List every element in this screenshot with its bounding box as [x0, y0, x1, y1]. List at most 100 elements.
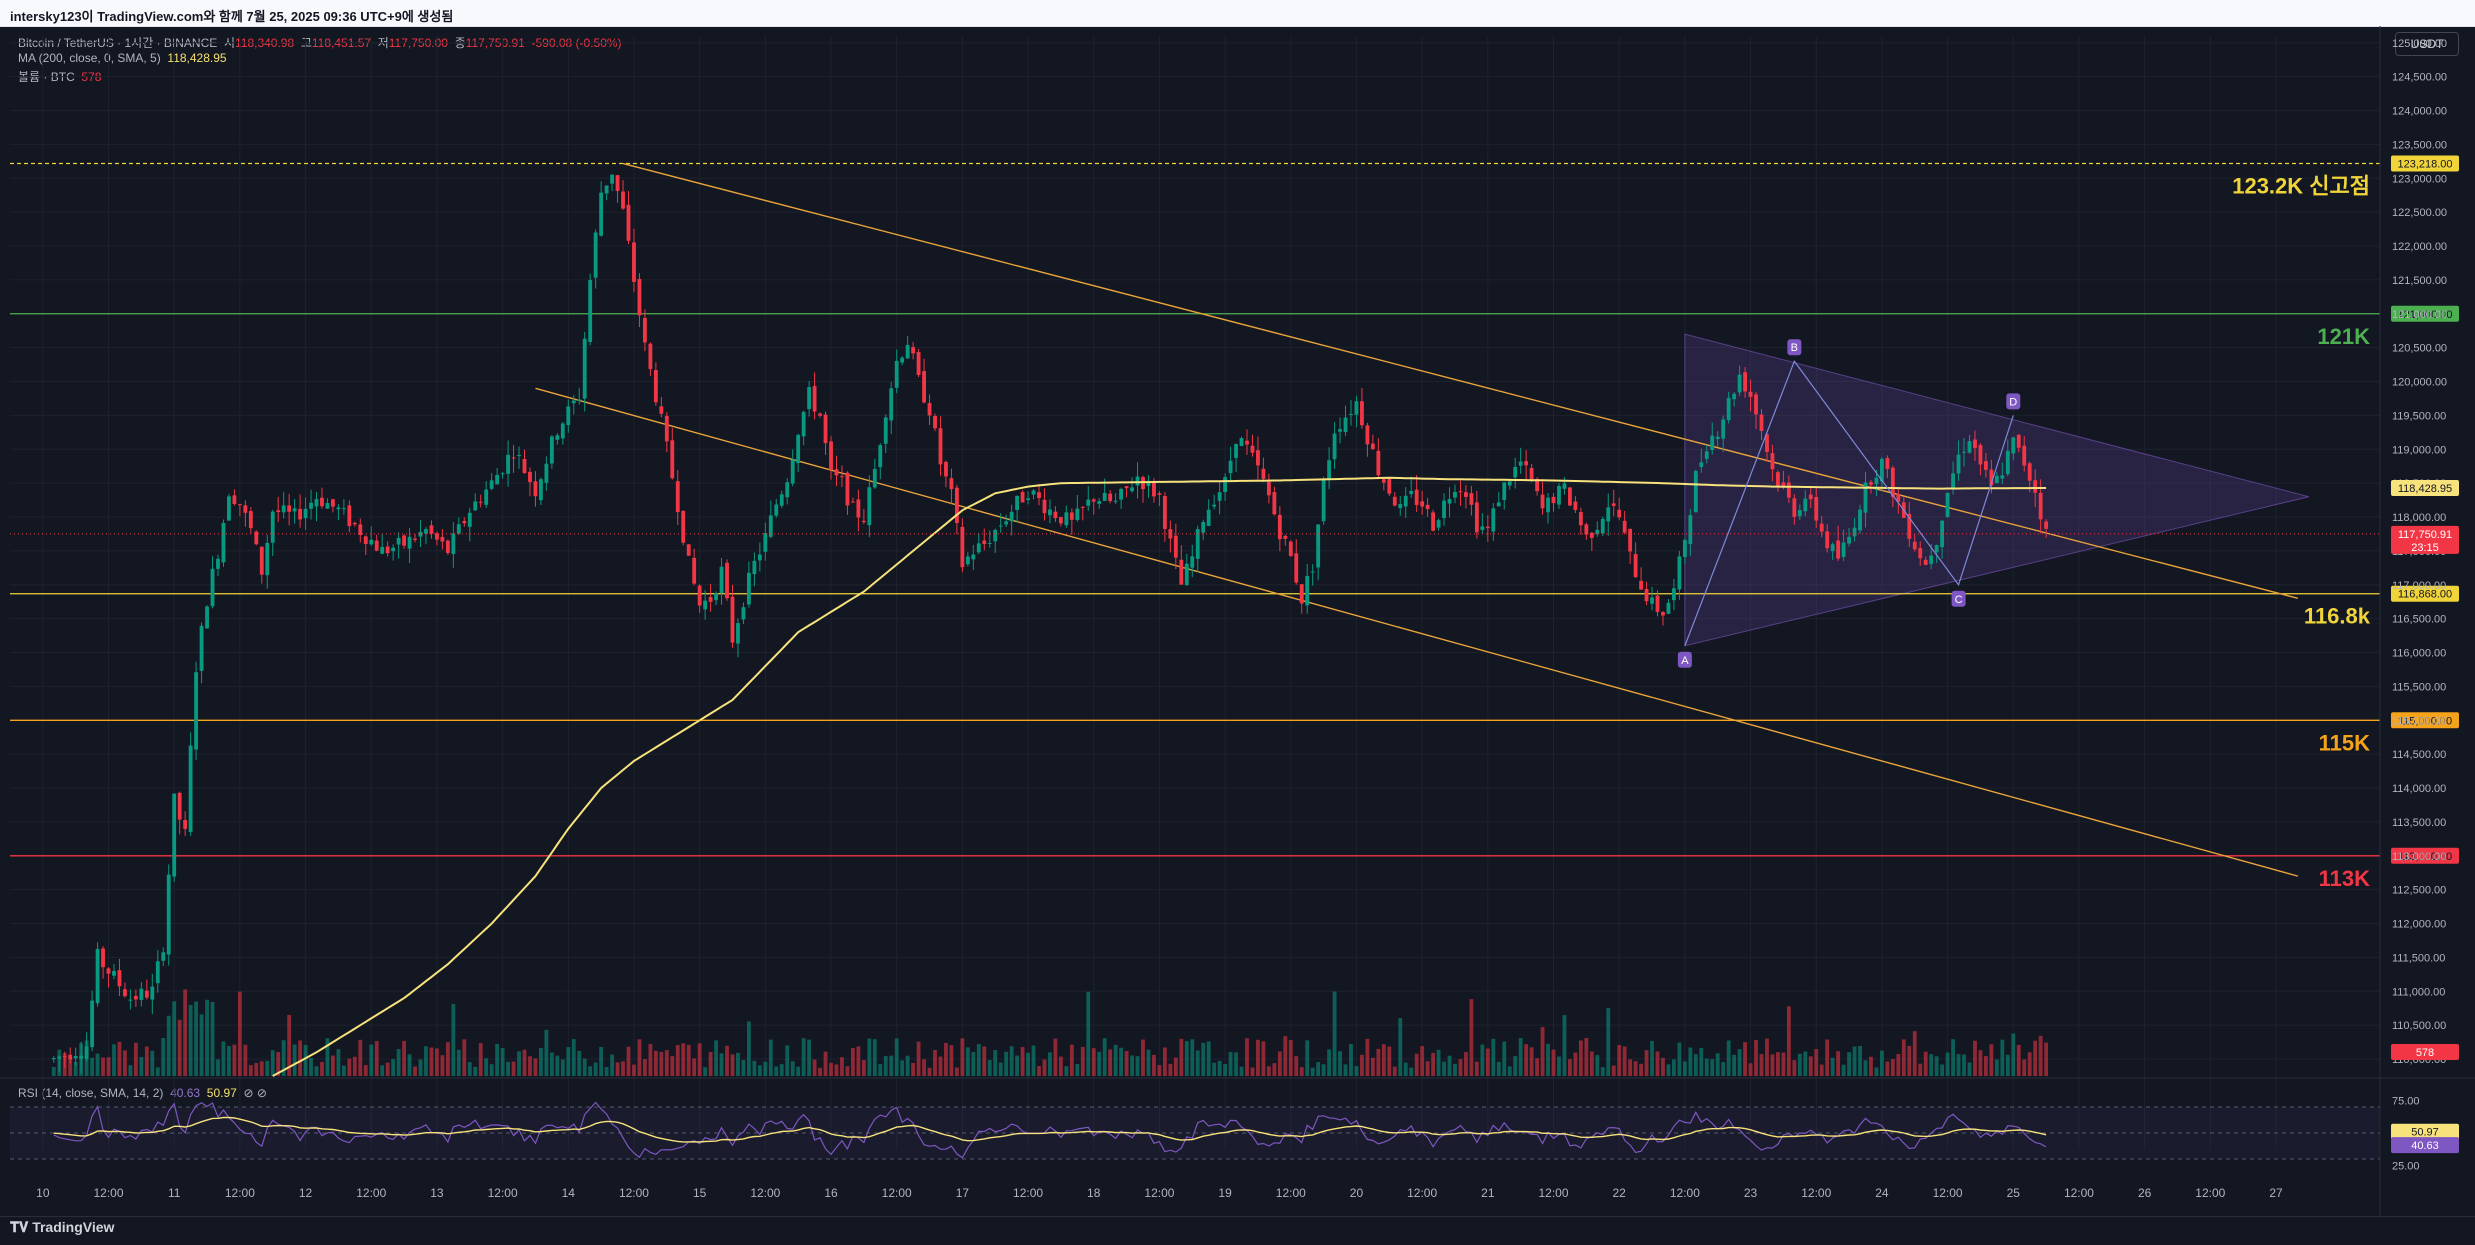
volume-bar: [298, 1040, 303, 1076]
triangle-pattern: [1684, 333, 2309, 647]
volume-bar: [779, 1064, 784, 1076]
volume-bar: [1162, 1047, 1167, 1076]
volume-bar: [1250, 1067, 1255, 1076]
candle-body: [68, 1054, 73, 1060]
volume-bar: [637, 1039, 642, 1076]
candle-body: [188, 745, 193, 832]
volume-bar: [1294, 1056, 1299, 1076]
candle-body: [840, 476, 844, 478]
volume-bar: [1973, 1040, 1977, 1076]
candle-body: [1058, 517, 1063, 524]
candle-body: [1283, 535, 1288, 539]
candle-body: [1595, 529, 1600, 535]
candle-body: [1480, 526, 1485, 530]
candle-body: [451, 533, 456, 554]
candle-body: [818, 413, 822, 416]
candle-body: [1885, 458, 1890, 469]
volume-bar: [314, 1066, 319, 1076]
price-chart[interactable]: 123.2K 신고점 123,218.00 121K 121,000.00 116.8k…: [0, 26, 2475, 1216]
candle-body: [2022, 445, 2027, 466]
candle-body: [1825, 531, 1830, 549]
volume-bar: [325, 1038, 330, 1076]
volume-bar: [166, 1015, 171, 1076]
candle-body: [1436, 520, 1441, 528]
rsi-price-label: 40.63: [2411, 1140, 2439, 1152]
candle-body: [1776, 472, 1780, 486]
volume-bar: [922, 1059, 926, 1076]
tradingview-logo[interactable]: 𝐓𝐕 TradingView: [10, 1219, 114, 1236]
candle-body: [1037, 492, 1041, 499]
candle-body: [1847, 536, 1851, 544]
currency-button[interactable]: USDT: [2395, 32, 2459, 56]
candle-body: [1261, 468, 1266, 479]
rsi-ma-price-tag: [2391, 1123, 2459, 1140]
volume-bar: [582, 1058, 587, 1076]
volume-bar: [1206, 1041, 1211, 1076]
volume-bar: [1781, 1052, 1786, 1076]
volume-bar: [128, 1065, 133, 1076]
candle-body: [1442, 500, 1446, 519]
ma-legend[interactable]: MA (200, close, 0, SMA, 5) 118,428.95: [18, 51, 227, 65]
volume-bar: [1507, 1066, 1512, 1076]
candle-body: [1223, 477, 1228, 492]
volume-bar: [911, 1062, 916, 1076]
volume-bar: [1726, 1040, 1731, 1076]
candle-body: [462, 521, 467, 524]
x-tick-label: 11: [168, 1186, 181, 1200]
candle-body: [1677, 556, 1682, 590]
x-tick-label: 13: [430, 1186, 444, 1200]
candle-body: [227, 496, 231, 521]
volume-bar: [993, 1049, 998, 1076]
volume-bar: [1923, 1051, 1928, 1076]
candle-body: [402, 535, 407, 546]
volume-bar: [675, 1044, 680, 1076]
volume-bar: [500, 1048, 505, 1076]
volume-bar: [1485, 1048, 1490, 1076]
volume-bar: [1354, 1066, 1359, 1076]
volume-bar: [155, 1067, 160, 1076]
volume-bar: [790, 1061, 795, 1076]
y-tick-label: 111,000.00: [2392, 986, 2445, 998]
x-tick-label: 22: [1613, 1186, 1627, 1200]
volume-bar: [506, 1061, 510, 1076]
candle-body: [1650, 597, 1654, 604]
candle-body: [1890, 467, 1895, 497]
volume-bar: [1376, 1048, 1381, 1076]
volume-bar: [1699, 1047, 1704, 1076]
candle-body: [1918, 548, 1923, 559]
candle-body: [1009, 511, 1014, 522]
candle-body: [1584, 524, 1589, 535]
candle-body: [998, 525, 1003, 527]
candle-body: [1135, 476, 1140, 486]
rsi-legend[interactable]: RSI (14, close, SMA, 14, 2) 40.63 50.97 …: [18, 1086, 267, 1100]
volume-bar: [2000, 1039, 2005, 1076]
candle-body: [369, 539, 374, 545]
volume-bar: [812, 1059, 817, 1076]
candle-body: [1086, 499, 1091, 506]
candle-body: [500, 473, 505, 475]
volume-bar: [1026, 1052, 1030, 1076]
volume-bar: [1190, 1039, 1195, 1076]
volume-bar: [309, 1057, 313, 1076]
volume-bar: [1655, 1051, 1660, 1076]
volume-bar: [517, 1051, 521, 1076]
volume-bar: [2044, 1042, 2049, 1076]
volume-bar: [2038, 1035, 2043, 1076]
volume-bar: [2027, 1052, 2032, 1076]
volume-bar: [331, 1055, 335, 1076]
eye-off-icon[interactable]: ⊘ ⊘: [240, 1086, 267, 1100]
volume-bar: [287, 1014, 292, 1076]
volume-bar: [150, 1050, 155, 1076]
candle-body: [544, 463, 549, 483]
candle-body: [216, 558, 220, 569]
candle-body: [1606, 507, 1611, 522]
candle-body: [1983, 461, 1988, 470]
candle-body: [155, 961, 160, 984]
candle-body: [150, 986, 155, 1000]
candle-body: [1447, 498, 1452, 504]
candle-body: [1863, 482, 1868, 513]
candle-body: [511, 457, 516, 459]
candle-body: [582, 338, 587, 399]
volume-bar: [1518, 1038, 1523, 1076]
volume-bar: [1989, 1044, 1994, 1076]
